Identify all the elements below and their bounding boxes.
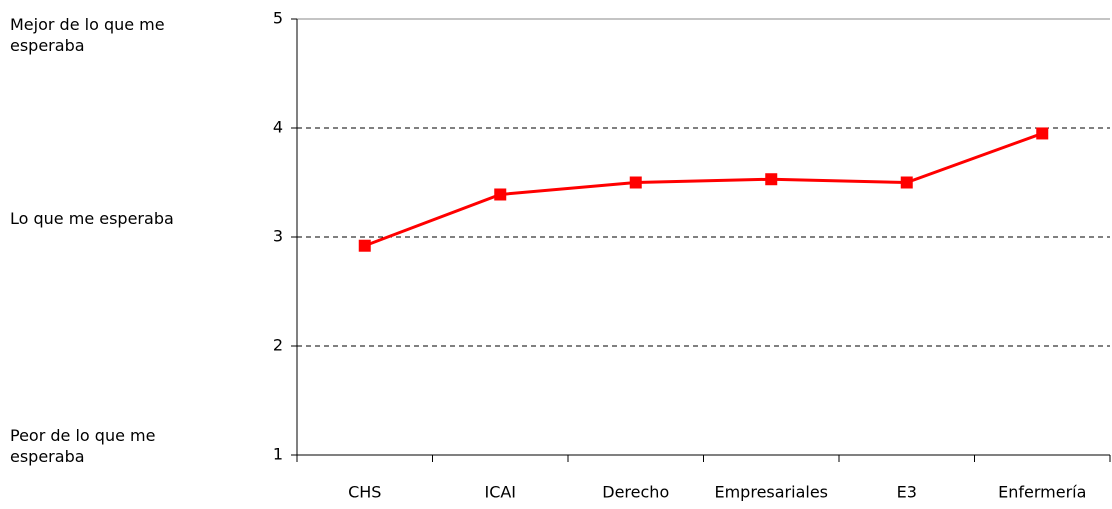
point [358, 239, 371, 252]
x-tick-label: Enfermería [998, 483, 1086, 502]
line [364, 132, 1043, 248]
point [494, 188, 507, 201]
annotation: Lo que me esperaba [10, 209, 174, 228]
point [629, 176, 642, 189]
annotation: Peor de lo que me esperaba [10, 426, 156, 466]
x-tick-label: Empresariales [714, 483, 828, 502]
x-tick-label: Derecho [602, 483, 669, 502]
x-tick-label: ICAI [484, 483, 516, 502]
y-tick-label: 5 [273, 9, 283, 28]
point [900, 176, 913, 189]
point [1036, 127, 1049, 140]
y-tick-label: 4 [273, 118, 283, 137]
y-tick-label: 1 [273, 445, 283, 464]
annotation: Mejor de lo que me esperaba [10, 15, 165, 55]
y-tick-label: 2 [273, 336, 283, 355]
point [765, 173, 778, 186]
x-tick-label: CHS [348, 483, 381, 502]
x-tick-label: E3 [897, 483, 917, 502]
y-tick-label: 3 [273, 227, 283, 246]
